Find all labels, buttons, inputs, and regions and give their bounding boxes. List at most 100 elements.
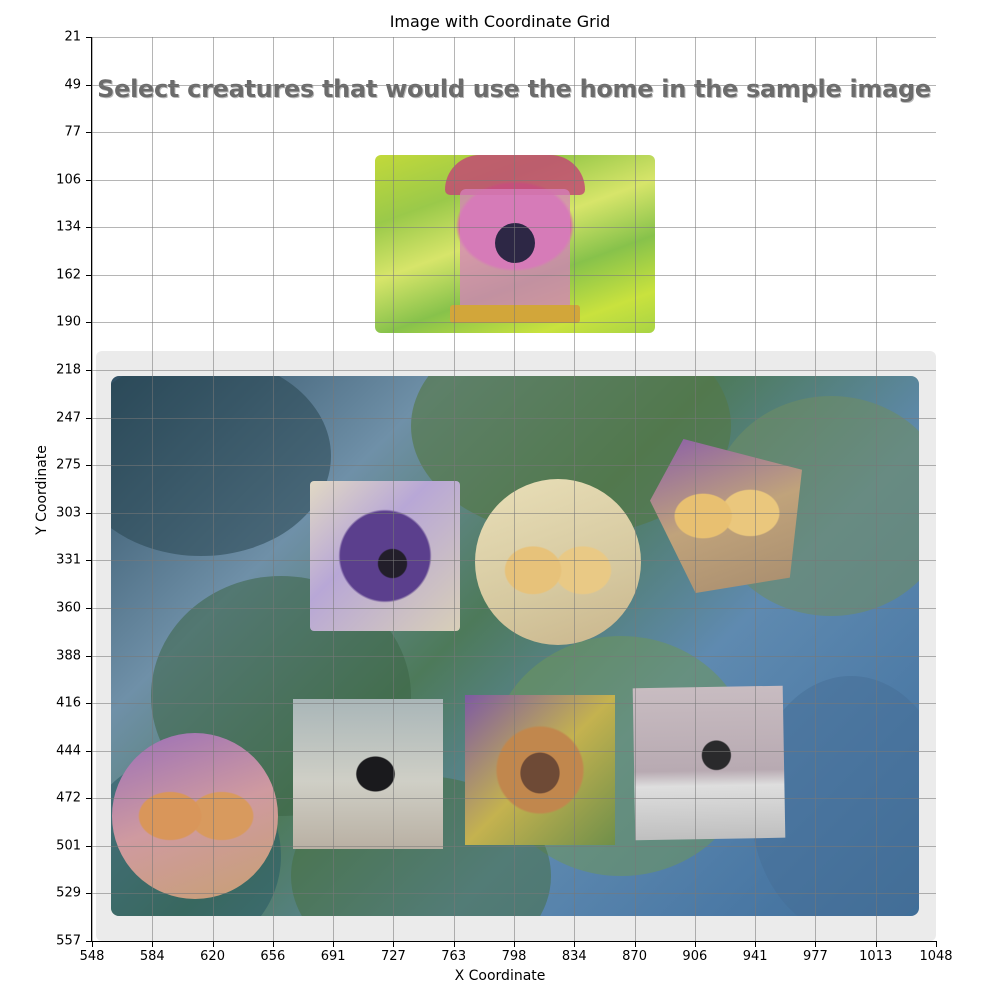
grid-line-horizontal <box>92 893 936 895</box>
y-tick-mark <box>86 560 91 562</box>
x-tick-mark <box>272 942 274 947</box>
y-tick-label: 501 <box>56 838 81 854</box>
grid-line-horizontal <box>92 274 936 276</box>
x-tick-mark <box>92 942 93 947</box>
puppies-round-tile[interactable] <box>475 479 641 645</box>
y-tick-label: 331 <box>56 552 81 568</box>
grid-line-horizontal <box>92 84 936 86</box>
grid-line-horizontal <box>92 465 936 467</box>
y-tick-mark <box>86 512 91 514</box>
x-tick-label: 834 <box>561 949 587 964</box>
y-tick-mark <box>86 750 91 752</box>
y-tick-label: 218 <box>56 362 81 378</box>
y-tick-label: 49 <box>64 77 81 93</box>
y-tick-mark <box>86 322 91 324</box>
y-tick-mark <box>86 798 91 800</box>
grid-line-horizontal <box>92 512 936 514</box>
y-tick-label: 529 <box>56 885 81 901</box>
x-tick-label: 656 <box>260 949 286 964</box>
x-tick-mark <box>212 942 214 947</box>
grid-line-vertical <box>574 37 576 941</box>
x-tick-mark <box>815 942 817 947</box>
grid-line-horizontal <box>92 798 936 800</box>
goat-purple-tile[interactable] <box>310 481 460 631</box>
x-tick-mark <box>152 942 154 947</box>
x-tick-mark <box>393 942 395 947</box>
grid-line-horizontal <box>92 560 936 562</box>
y-tick-label: 77 <box>64 124 81 140</box>
grid-line-vertical <box>694 37 696 941</box>
y-tick-label: 275 <box>56 457 81 473</box>
x-tick-mark <box>634 942 636 947</box>
grid-line-horizontal <box>92 655 936 657</box>
grid-line-horizontal <box>92 132 936 134</box>
grid-line-horizontal <box>92 750 936 752</box>
y-tick-label: 21 <box>64 29 81 45</box>
y-tick-label: 134 <box>56 219 81 235</box>
birdhouse-entrance <box>495 223 535 263</box>
x-tick-mark <box>514 942 515 947</box>
grid-line-horizontal <box>92 227 936 229</box>
x-tick-label: 548 <box>79 949 105 964</box>
grid-line-horizontal <box>92 179 936 181</box>
grid-line-vertical <box>152 37 154 941</box>
y-tick-mark <box>86 655 91 657</box>
y-tick-label: 303 <box>56 505 81 521</box>
x-tick-label: 620 <box>200 949 225 964</box>
x-tick-label: 727 <box>381 949 406 964</box>
grid-line-vertical <box>333 37 335 941</box>
kittens-round-tile[interactable] <box>112 733 278 899</box>
y-tick-label: 416 <box>56 695 81 711</box>
y-tick-mark <box>86 227 91 229</box>
crow-tile-1[interactable] <box>293 699 443 849</box>
y-tick-mark <box>86 37 91 38</box>
grid-line-horizontal <box>92 370 936 372</box>
grid-line-vertical <box>755 37 757 941</box>
x-tick-mark <box>875 942 877 947</box>
birdhouse-roof <box>445 155 585 195</box>
grid-line-vertical <box>514 37 515 941</box>
y-tick-label: 162 <box>56 267 81 283</box>
y-tick-label: 106 <box>56 172 81 188</box>
x-tick-mark <box>453 942 455 947</box>
chart-title: Image with Coordinate Grid <box>389 12 611 31</box>
y-tick-label: 360 <box>56 600 81 616</box>
x-tick-label: 906 <box>682 949 708 964</box>
grid-line-vertical <box>393 37 395 941</box>
x-tick-label: 1048 <box>919 949 953 964</box>
y-tick-mark <box>86 370 91 372</box>
y-tick-mark <box>86 893 91 895</box>
y-tick-label: 388 <box>56 648 81 664</box>
x-tick-mark <box>936 942 937 947</box>
y-tick-label: 190 <box>56 314 81 330</box>
x-tick-label: 763 <box>441 949 467 964</box>
y-tick-label: 557 <box>56 933 81 949</box>
y-tick-mark <box>86 84 91 86</box>
y-tick-mark <box>86 132 91 134</box>
x-tick-label: 1013 <box>859 949 893 964</box>
grid-line-horizontal <box>92 322 936 324</box>
x-tick-mark <box>694 942 696 947</box>
y-tick-mark <box>86 179 91 181</box>
x-tick-label: 870 <box>622 949 647 964</box>
y-tick-mark <box>86 417 91 419</box>
goat-color-tile[interactable] <box>465 695 615 845</box>
y-tick-mark <box>86 703 91 705</box>
y-tick-mark <box>86 845 91 847</box>
x-axis-line <box>91 941 937 942</box>
x-tick-label: 798 <box>501 949 527 964</box>
crow-tile-2[interactable] <box>632 685 786 841</box>
y-tick-label: 444 <box>56 743 81 759</box>
grid-line-horizontal <box>92 703 936 705</box>
y-tick-label: 472 <box>56 790 81 806</box>
grid-line-vertical <box>453 37 455 941</box>
grid-line-horizontal <box>92 37 936 38</box>
plot-area: Select creatures that would use the home… <box>92 37 936 941</box>
y-tick-mark <box>86 941 91 942</box>
y-tick-label: 247 <box>56 410 81 426</box>
y-axis-line <box>91 37 92 942</box>
x-tick-mark <box>574 942 576 947</box>
y-tick-mark <box>86 607 91 609</box>
y-axis-label: Y Coordinate <box>34 445 50 535</box>
y-tick-mark <box>86 274 91 276</box>
